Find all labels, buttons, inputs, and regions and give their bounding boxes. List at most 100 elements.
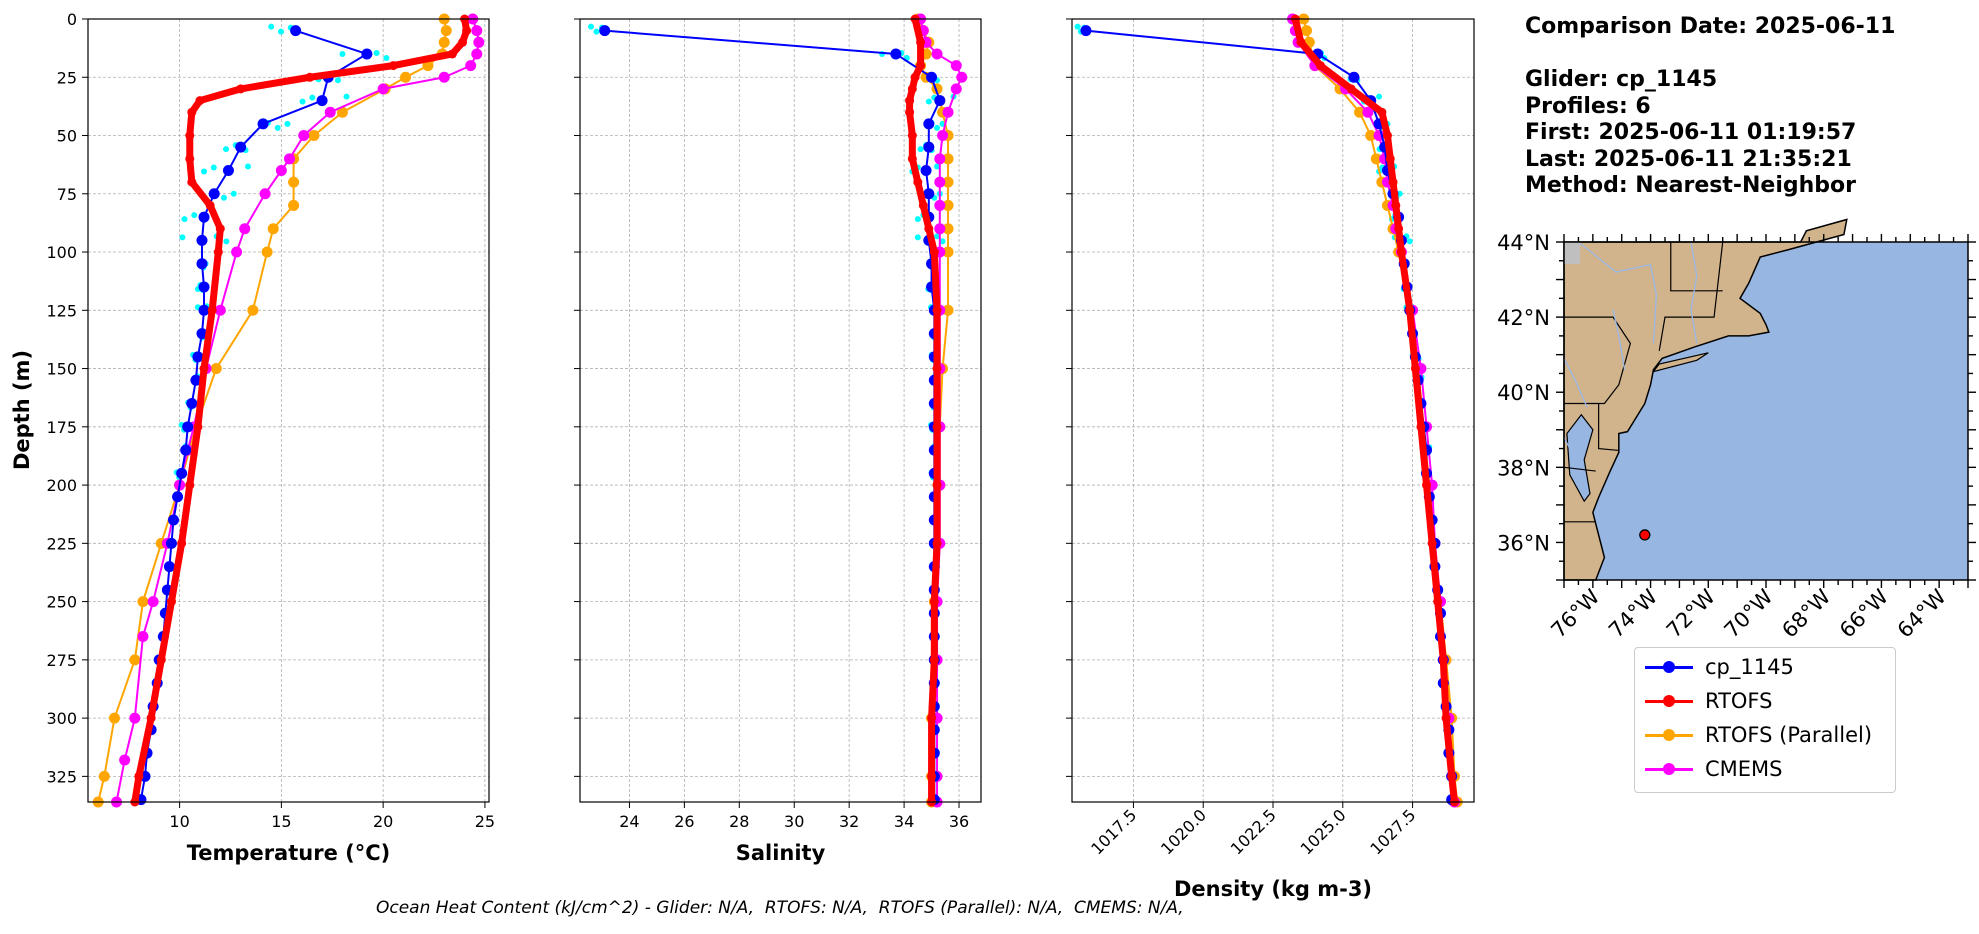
data-point [916, 37, 926, 47]
data-point [1362, 106, 1374, 118]
canada-land [1564, 242, 1580, 264]
data-point [1377, 107, 1387, 117]
lon-tick-label: 68°W [1777, 584, 1835, 642]
data-point [187, 107, 197, 117]
raw-sample-point [1376, 93, 1383, 100]
data-point [438, 71, 450, 83]
data-point [1365, 130, 1377, 142]
data-point [1438, 655, 1448, 665]
first-time: First: 2025-06-11 01:19:57 [1525, 120, 1857, 145]
data-point [473, 36, 485, 48]
y-tick-label: 100 [46, 243, 77, 262]
data-point [950, 83, 962, 95]
series-line-cmems [115, 18, 480, 803]
data-point [1348, 71, 1360, 83]
data-point [305, 72, 315, 82]
y-tick-label: 300 [46, 709, 77, 728]
data-point [185, 131, 195, 141]
raw-sample-point [939, 238, 946, 245]
river [1612, 309, 1626, 370]
data-point [942, 199, 954, 211]
state-border [1563, 466, 1596, 472]
y-tick-label: 225 [46, 534, 77, 553]
data-point [932, 422, 942, 432]
data-point [1315, 61, 1325, 71]
data-point [198, 304, 210, 316]
data-point [147, 596, 159, 608]
plot-frame [1071, 18, 1475, 803]
river [1563, 436, 1577, 461]
data-point [165, 537, 177, 549]
data-point [1422, 480, 1432, 490]
data-point [167, 514, 179, 526]
data-point [931, 48, 943, 60]
glider-position-marker [1639, 529, 1651, 541]
data-point [937, 130, 949, 142]
x-tick-label: 25 [475, 812, 495, 831]
data-point [336, 106, 348, 118]
data-point [929, 655, 939, 665]
y-tick-label: 200 [46, 476, 77, 495]
data-point [163, 561, 175, 573]
lon-tick-label: 66°W [1835, 584, 1893, 642]
y-tick-label: 275 [46, 651, 77, 670]
legend: cp_1145 RTOFS RTOFS (Parallel) CMEMS [1634, 647, 1896, 793]
data-point [942, 246, 954, 258]
raw-sample-point [274, 124, 281, 131]
data-point [180, 444, 192, 456]
data-point [1441, 713, 1451, 723]
data-point [1410, 364, 1420, 374]
lat-tick-label: 42°N [1497, 306, 1550, 330]
data-point [932, 480, 942, 490]
profile-count: Profiles: 6 [1525, 93, 1651, 119]
x-tick-label: 1025.0 [1297, 805, 1350, 858]
raw-sample-point [339, 50, 346, 57]
ocean-heat-content-footer: Ocean Heat Content (kJ/cm^2) - Glider: N… [376, 898, 1184, 918]
raw-sample-point [181, 216, 188, 223]
data-point [185, 480, 195, 490]
data-point [137, 596, 149, 608]
data-point [907, 154, 917, 164]
data-point [1433, 597, 1443, 607]
data-point [465, 60, 477, 72]
series-line-cp-1145 [604, 29, 941, 800]
glider-name: Glider: cp_1145 [1525, 67, 1718, 92]
data-point [1447, 771, 1457, 781]
data-point [316, 95, 328, 107]
data-point [207, 305, 217, 315]
panel-1: 10 15 20 2502550751001251501752002252502753… [46, 10, 495, 865]
x-tick-label: 10 [169, 812, 189, 831]
data-point [190, 374, 202, 386]
x-tick-label: 24 [619, 812, 639, 831]
raw-sample-point [299, 98, 306, 105]
data-point [950, 60, 962, 72]
data-point [1405, 305, 1415, 315]
river [1563, 358, 1588, 408]
y-axis-label: Depth (m) [10, 350, 34, 470]
data-point [247, 304, 259, 316]
raw-sample-point [191, 212, 198, 219]
data-point [458, 37, 468, 47]
x-tick-label: 1022.5 [1227, 805, 1280, 858]
data-point [324, 106, 336, 118]
data-point [913, 177, 923, 187]
lon-tick-label: 76°W [1546, 584, 1604, 642]
lon-tick-label: 64°W [1893, 584, 1951, 642]
data-point [438, 36, 450, 48]
data-point [198, 211, 210, 223]
lat-tick-label: 44°N [1497, 231, 1550, 255]
data-point [1391, 200, 1401, 210]
data-point [905, 107, 915, 117]
legend-swatch [1645, 725, 1693, 745]
data-point [907, 131, 917, 141]
raw-sample-point [268, 23, 275, 30]
raw-sample-point [914, 216, 921, 223]
lon-tick-label: 70°W [1720, 584, 1778, 642]
data-point [236, 84, 246, 94]
data-point [308, 130, 320, 142]
legend-item-glider: cp_1145 [1645, 652, 1794, 682]
data-point [288, 199, 300, 211]
data-point [193, 422, 203, 432]
data-point [231, 246, 243, 258]
data-point [1427, 538, 1437, 548]
